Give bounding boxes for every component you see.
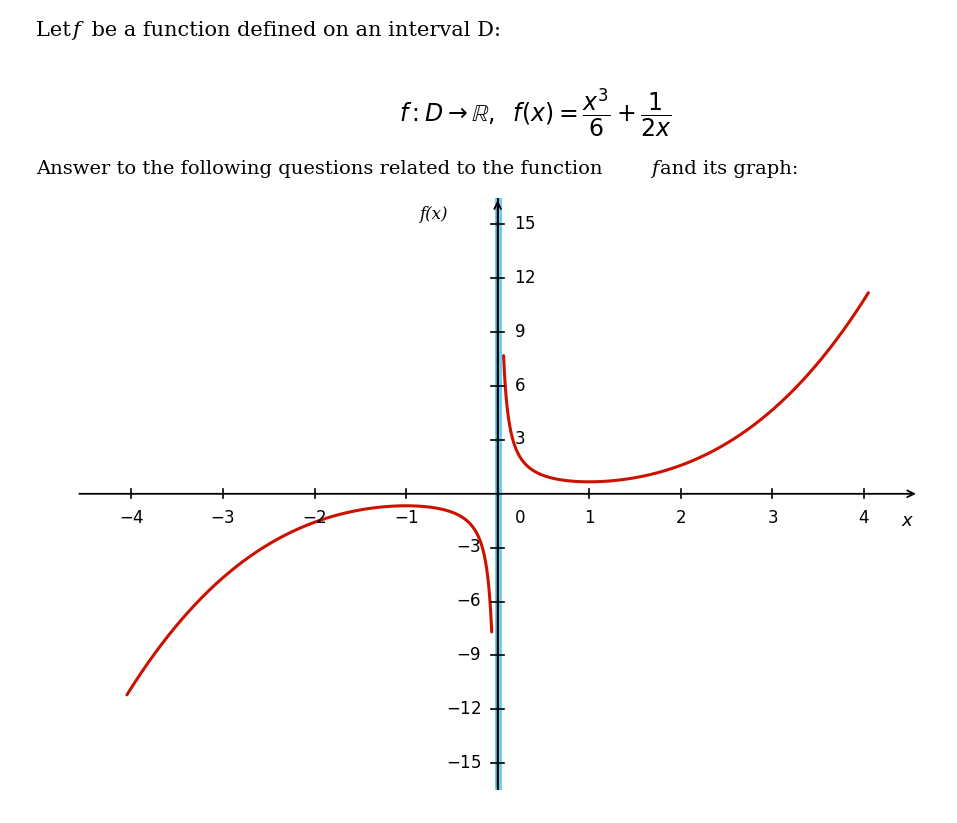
Text: $-12$: $-12$: [446, 700, 481, 718]
Text: $9$: $9$: [514, 323, 525, 341]
Text: f: f: [73, 21, 80, 40]
Text: $2$: $2$: [676, 510, 686, 527]
Text: $-9$: $-9$: [456, 647, 481, 664]
Text: $3$: $3$: [514, 431, 525, 449]
Text: $x$: $x$: [901, 512, 914, 530]
Text: $3$: $3$: [767, 510, 778, 527]
Text: $-1$: $-1$: [393, 510, 418, 527]
Text: $-3$: $-3$: [211, 510, 235, 527]
Text: Answer to the following questions related to the function: Answer to the following questions relate…: [36, 160, 609, 179]
Text: and its graph:: and its graph:: [660, 160, 799, 179]
Text: f: f: [651, 160, 658, 179]
Text: $4$: $4$: [858, 510, 870, 527]
Text: Let: Let: [36, 21, 78, 40]
Text: $-6$: $-6$: [456, 593, 481, 610]
Text: $12$: $12$: [514, 270, 536, 287]
Text: $6$: $6$: [514, 378, 525, 394]
Text: $15$: $15$: [514, 216, 536, 233]
Text: $-15$: $-15$: [446, 755, 481, 772]
Text: $-3$: $-3$: [456, 539, 481, 556]
Text: be a function defined on an interval D:: be a function defined on an interval D:: [85, 21, 501, 40]
Text: $0$: $0$: [514, 510, 525, 527]
Text: $f:D\to\mathbb{R},\;\;f(x)=\dfrac{x^3}{6}+\dfrac{1}{2x}$: $f:D\to\mathbb{R},\;\;f(x)=\dfrac{x^3}{6…: [399, 86, 673, 139]
Text: $-4$: $-4$: [119, 510, 145, 527]
Text: f(x): f(x): [419, 207, 447, 224]
Text: $-2$: $-2$: [302, 510, 327, 527]
Text: $1$: $1$: [584, 510, 594, 527]
